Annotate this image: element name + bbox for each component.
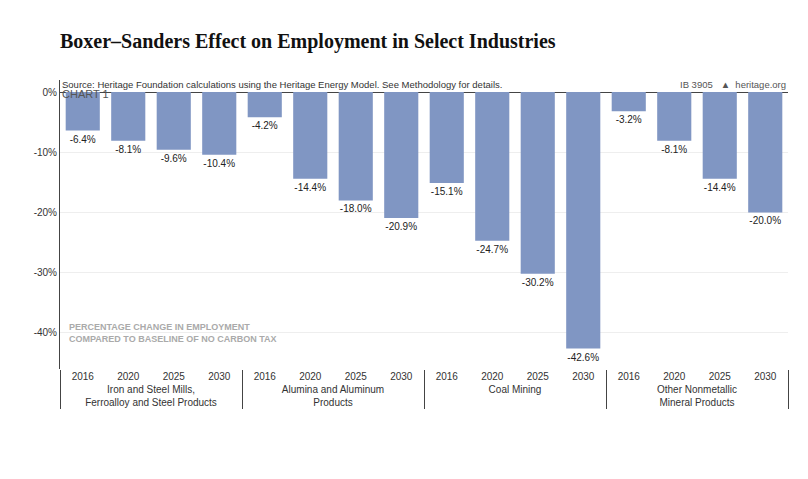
svg-text:-30%: -30% bbox=[34, 267, 57, 278]
svg-text:-9.6%: -9.6% bbox=[161, 153, 187, 164]
svg-text:Alumina and AluminumProducts: Alumina and AluminumProducts bbox=[282, 384, 384, 408]
svg-text:-24.7%: -24.7% bbox=[476, 244, 508, 255]
svg-text:-15.1%: -15.1% bbox=[431, 186, 463, 197]
svg-text:-10%: -10% bbox=[34, 147, 57, 158]
svg-text:0%: 0% bbox=[43, 87, 58, 98]
svg-text:Iron and Steel Mills,Ferroallo: Iron and Steel Mills,Ferroalloy and Stee… bbox=[85, 384, 217, 408]
svg-text:-8.1%: -8.1% bbox=[661, 144, 687, 155]
svg-text:2020: 2020 bbox=[481, 371, 504, 382]
svg-text:Other NonmetallicMineral Produ: Other NonmetallicMineral Products bbox=[657, 384, 737, 408]
svg-text:2016: 2016 bbox=[72, 371, 95, 382]
svg-text:Coal Mining: Coal Mining bbox=[489, 384, 542, 395]
svg-text:-6.4%: -6.4% bbox=[70, 134, 96, 145]
svg-text:-10.4%: -10.4% bbox=[203, 158, 235, 169]
svg-text:2016: 2016 bbox=[254, 371, 277, 382]
svg-text:2025: 2025 bbox=[709, 371, 732, 382]
svg-text:2020: 2020 bbox=[117, 371, 140, 382]
svg-text:2020: 2020 bbox=[663, 371, 686, 382]
svg-text:2030: 2030 bbox=[572, 371, 595, 382]
svg-text:2016: 2016 bbox=[618, 371, 641, 382]
svg-text:-4.2%: -4.2% bbox=[252, 120, 278, 131]
svg-text:2025: 2025 bbox=[345, 371, 368, 382]
svg-text:-20%: -20% bbox=[34, 207, 57, 218]
svg-text:Boxer–Sanders Effect on Employ: Boxer–Sanders Effect on Employment in Se… bbox=[60, 30, 556, 53]
svg-text:CHART 1: CHART 1 bbox=[62, 88, 109, 100]
svg-text:2030: 2030 bbox=[390, 371, 413, 382]
svg-text:Source: Heritage Foundation ca: Source: Heritage Foundation calculations… bbox=[62, 79, 502, 90]
svg-text:-30.2%: -30.2% bbox=[522, 277, 554, 288]
svg-text:PERCENTAGE CHANGE IN EMPLOYMEN: PERCENTAGE CHANGE IN EMPLOYMENTCOMPARED … bbox=[69, 322, 277, 344]
svg-text:-14.4%: -14.4% bbox=[704, 182, 736, 193]
svg-text:2016: 2016 bbox=[436, 371, 459, 382]
svg-text:2020: 2020 bbox=[299, 371, 322, 382]
svg-text:2025: 2025 bbox=[163, 371, 186, 382]
svg-text:-20.9%: -20.9% bbox=[385, 221, 417, 232]
svg-text:IB 3905 ▲ heritage.org: IB 3905 ▲ heritage.org bbox=[680, 79, 786, 90]
svg-text:-3.2%: -3.2% bbox=[616, 114, 642, 125]
svg-text:-40%: -40% bbox=[34, 327, 57, 338]
svg-text:-18.0%: -18.0% bbox=[340, 203, 372, 214]
svg-text:-14.4%: -14.4% bbox=[294, 182, 326, 193]
svg-text:-20.0%: -20.0% bbox=[749, 215, 781, 226]
svg-text:-42.6%: -42.6% bbox=[567, 352, 599, 363]
svg-text:-8.1%: -8.1% bbox=[115, 144, 141, 155]
svg-text:2030: 2030 bbox=[754, 371, 777, 382]
svg-text:2025: 2025 bbox=[527, 371, 550, 382]
svg-text:2030: 2030 bbox=[208, 371, 231, 382]
